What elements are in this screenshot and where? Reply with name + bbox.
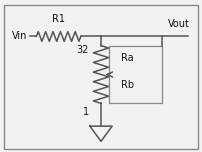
Text: Ra: Ra: [121, 53, 134, 63]
Text: Vin: Vin: [12, 31, 27, 41]
Text: Rb: Rb: [121, 80, 134, 90]
Text: R1: R1: [52, 14, 65, 24]
Bar: [109, 46, 162, 103]
Text: 1: 1: [83, 107, 89, 117]
Text: 32: 32: [77, 45, 89, 55]
Text: Vout: Vout: [168, 19, 189, 29]
